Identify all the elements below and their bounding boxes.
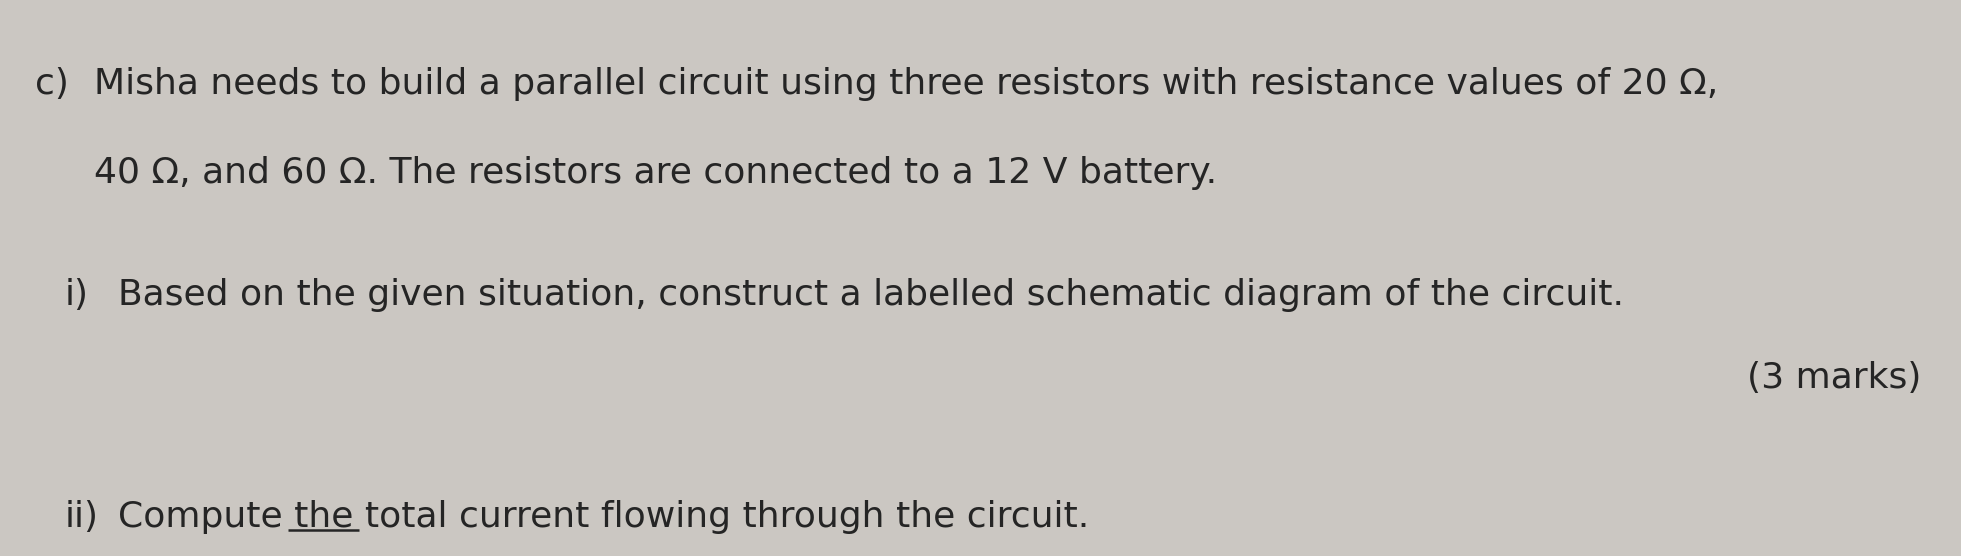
Text: Compute the total current flowing through the circuit.: Compute the total current flowing throug… xyxy=(118,500,1088,534)
Text: 40 Ω, and 60 Ω. The resistors are connected to a 12 V battery.: 40 Ω, and 60 Ω. The resistors are connec… xyxy=(94,156,1218,190)
Text: Compute the total current flowing through the circuit.: Compute the total current flowing throug… xyxy=(118,500,1088,534)
Text: Misha needs to build a parallel circuit using three resistors with resistance va: Misha needs to build a parallel circuit … xyxy=(94,67,1718,101)
Text: ii): ii) xyxy=(65,500,98,534)
Text: i): i) xyxy=(65,278,88,312)
Text: (3 marks): (3 marks) xyxy=(1747,361,1922,395)
Text: c): c) xyxy=(35,67,69,101)
Text: Based on the given situation, construct a labelled schematic diagram of the circ: Based on the given situation, construct … xyxy=(118,278,1624,312)
